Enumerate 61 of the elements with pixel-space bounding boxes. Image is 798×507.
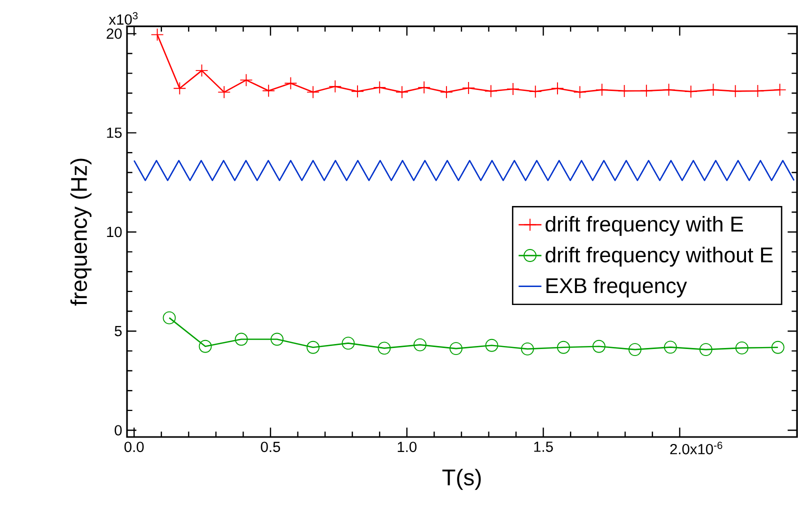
point: [195, 64, 208, 78]
y-axis-title: frequency (Hz): [70, 158, 92, 306]
point: [485, 338, 498, 352]
x-tick-label: 1.0: [398, 442, 417, 452]
point: [699, 343, 712, 356]
point: [162, 311, 176, 324]
text: x10$^{-6}$: [690, 442, 722, 454]
point: [484, 84, 498, 98]
point: [664, 340, 677, 354]
point: [640, 84, 653, 98]
point: [595, 83, 608, 96]
x-tick-label: 1.5: [534, 442, 553, 452]
legend-label: EXB frequency: [546, 278, 687, 298]
point: [218, 86, 231, 99]
y-tick-label: 10: [107, 226, 122, 238]
legend-label: drift frequency without E: [546, 246, 773, 267]
point: [240, 74, 253, 87]
point: [628, 343, 642, 356]
point: [706, 83, 720, 96]
x-axis-title: T(s): [442, 468, 481, 490]
point: [306, 86, 320, 99]
point: [528, 85, 542, 98]
point: [284, 76, 298, 90]
point: [414, 338, 426, 352]
x-tick-label: 2.0: [670, 444, 690, 454]
point: [270, 332, 284, 346]
point: [521, 342, 534, 356]
point: [440, 86, 453, 99]
point: [573, 86, 586, 99]
point: [373, 80, 386, 94]
point: [462, 82, 476, 94]
point: [418, 80, 431, 94]
y-tick-label: 0: [114, 425, 122, 436]
point: [262, 84, 276, 98]
x-tick-label: 0.0: [124, 442, 144, 452]
point: [662, 83, 676, 96]
point: [173, 82, 186, 95]
point: [735, 341, 748, 354]
point: [592, 340, 606, 353]
y-tick-label: 15: [107, 128, 122, 138]
point: [328, 80, 342, 93]
point: [351, 84, 364, 98]
point: [306, 340, 320, 354]
y-tick-label: 20: [106, 28, 122, 39]
point: [396, 86, 408, 99]
point: [684, 85, 698, 98]
point: [450, 342, 462, 356]
point: [773, 83, 786, 96]
point: [234, 332, 248, 346]
point: [771, 340, 784, 354]
x-tick-label: 0.5: [260, 442, 280, 452]
point: [551, 82, 564, 95]
point: [198, 340, 212, 353]
point: [150, 28, 164, 42]
point: [557, 340, 570, 354]
y-tick-label: 5: [114, 326, 122, 336]
point: [728, 84, 742, 98]
text: x10$^{3}$: [108, 12, 138, 25]
point: [378, 342, 391, 355]
point: [342, 336, 355, 350]
legend-label: drift frequency with E: [546, 216, 744, 236]
